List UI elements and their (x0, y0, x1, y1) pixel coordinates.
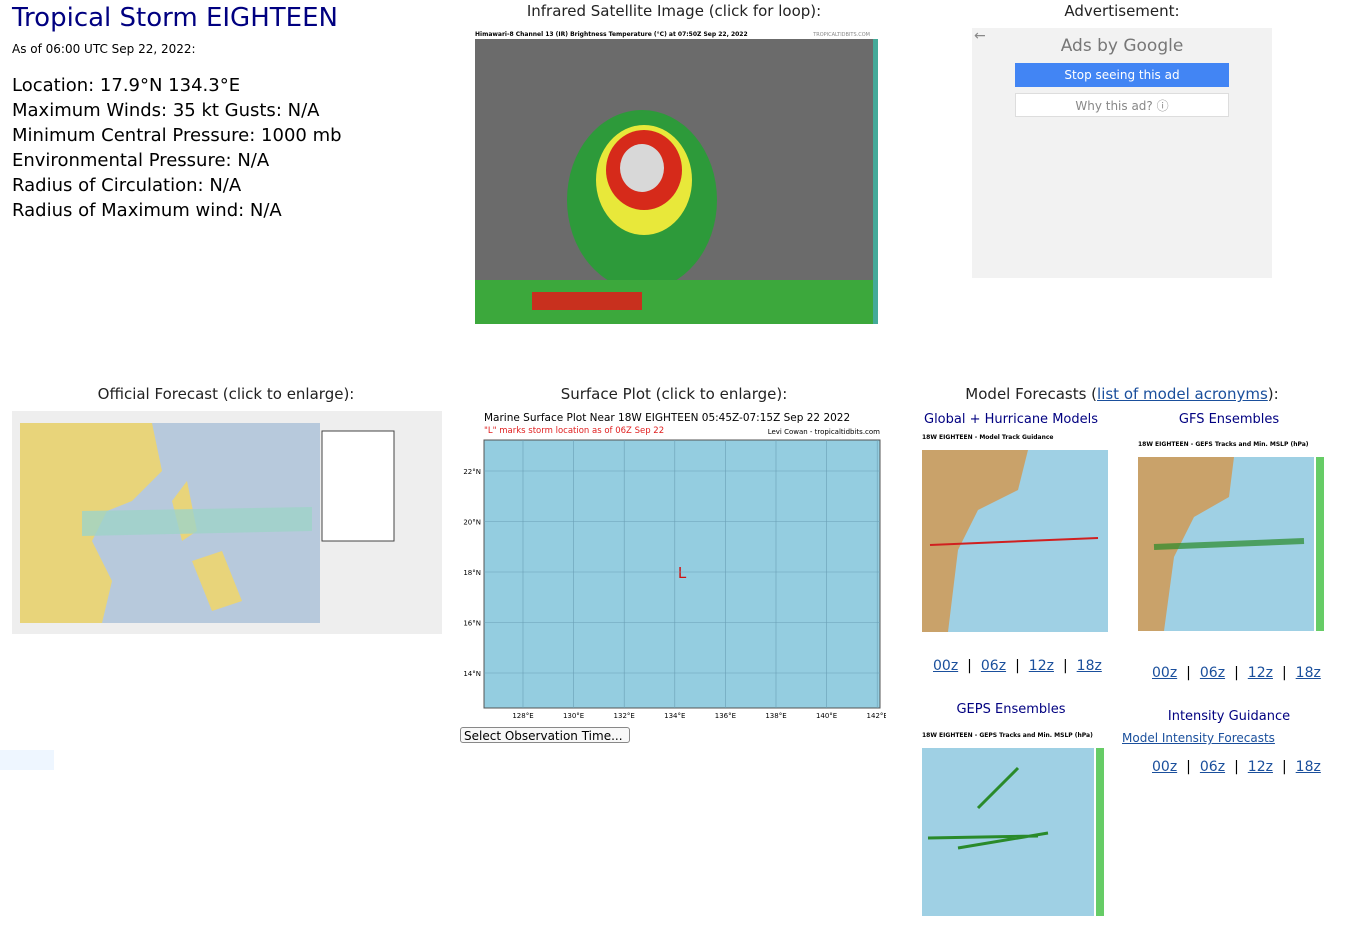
y-tick-label: 18°N (463, 569, 481, 577)
plot-note: "L" marks storm location as of 06Z Sep 2… (484, 426, 664, 436)
ad-back[interactable]: ← (974, 28, 986, 44)
separator: | (1234, 759, 1239, 775)
panel-heading: Intensity Guidance (1167, 709, 1291, 724)
y-tick-label: 16°N (463, 620, 481, 628)
run-link[interactable]: 18z (1076, 658, 1102, 674)
model-image[interactable]: 18W EIGHTEEN - Model Track Guidance (918, 430, 1111, 638)
image-title: Himawari-8 Channel 13 (IR) Brightness Te… (475, 31, 748, 38)
image-title: 18W EIGHTEEN - Model Track Guidance (922, 434, 1054, 441)
acronyms-link[interactable]: list of model acronyms (1097, 385, 1268, 403)
run-link[interactable]: 12z (1028, 658, 1054, 674)
section-heading: Infrared Satellite Image (click for loop… (526, 2, 822, 20)
x-tick-label: 136°E (715, 712, 736, 720)
panel-heading: Global + Hurricane Models (923, 412, 1099, 427)
x-tick-label: 134°E (664, 712, 685, 720)
satellite-image[interactable]: Himawari-8 Channel 13 (IR) Brightness Te… (472, 30, 882, 326)
separator: | (1281, 665, 1287, 681)
heading-text: Model Forecasts ( (965, 385, 1098, 403)
separator: | (1186, 759, 1191, 775)
run-links: 00z | 06z | 12z | 18z (1152, 662, 1321, 681)
side-widget (0, 750, 54, 770)
image-title: 18W EIGHTEEN - GEPS Tracks and Min. MSLP… (922, 732, 1093, 739)
separator: | (1062, 658, 1068, 674)
run-link[interactable]: 00z (1152, 665, 1178, 681)
intensity-link[interactable]: Model Intensity Forecasts (1122, 731, 1275, 745)
run-link[interactable]: 06z (1199, 665, 1226, 681)
run-link[interactable]: 06z (980, 658, 1007, 674)
run-link[interactable]: 12z (1247, 759, 1273, 775)
x-tick-label: 142°E (867, 712, 886, 720)
separator: | (1186, 665, 1191, 681)
model-image[interactable]: 18W EIGHTEEN - GEFS Tracks and Min. MSLP… (1134, 437, 1328, 633)
section-heading: Official Forecast (click to enlarge): (97, 385, 355, 403)
panel-heading: GFS Ensembles (1178, 412, 1280, 427)
run-link[interactable]: 00z (1152, 759, 1178, 775)
separator: | (967, 658, 972, 674)
section-heading: Surface Plot (click to enlarge): (560, 385, 788, 403)
surface-plot[interactable]: Marine Surface Plot Near 18W EIGHTEEN 05… (462, 410, 886, 722)
storm-title: Tropical Storm EIGHTEEN (12, 3, 338, 33)
x-tick-label: 130°E (563, 712, 584, 720)
panel-heading: GEPS Ensembles (956, 702, 1066, 717)
plot-credit: Levi Cowan - tropicaltidbits.com (768, 428, 880, 436)
storm-marker: L (678, 564, 687, 582)
y-tick-label: 20°N (463, 519, 481, 527)
info-line: Radius of Maximum wind: N/A (12, 200, 282, 221)
ad-box: ← Ads by Google Stop seeing this ad Why … (972, 28, 1272, 278)
run-links: 00z | 06z | 12z | 18z (1152, 756, 1321, 775)
separator: | (1015, 658, 1020, 674)
info-line: Location: 17.9°N 134.3°E (12, 75, 241, 96)
run-link[interactable]: 18z (1295, 665, 1321, 681)
stop-ad-button[interactable]: Stop seeing this ad (1015, 63, 1229, 87)
info-line: Minimum Central Pressure: 1000 mb (12, 125, 342, 146)
observation-select[interactable]: Select Observation Time... (460, 727, 630, 743)
x-tick-label: 138°E (765, 712, 786, 720)
why-ad-button[interactable]: Why this ad? ⓘ (1015, 93, 1229, 117)
x-tick-label: 140°E (816, 712, 837, 720)
info-line: Radius of Circulation: N/A (12, 175, 242, 196)
run-link[interactable]: 12z (1247, 665, 1273, 681)
x-tick-label: 132°E (614, 712, 635, 720)
official-forecast-image[interactable] (12, 411, 442, 634)
info-line: Maximum Winds: 35 kt Gusts: N/A (12, 100, 320, 121)
select-text: Select Observation Time... (464, 729, 623, 743)
separator: | (1234, 665, 1239, 681)
image-title: 18W EIGHTEEN - GEFS Tracks and Min. MSLP… (1138, 441, 1309, 448)
ads-by: Ads by Google (1060, 36, 1184, 56)
run-link[interactable]: 06z (1199, 759, 1226, 775)
separator: | (1281, 759, 1287, 775)
image-credit: TROPICALTIDBITS.COM (812, 32, 870, 38)
run-link[interactable]: 18z (1295, 759, 1321, 775)
plot-title: Marine Surface Plot Near 18W EIGHTEEN 05… (484, 412, 850, 424)
section-heading: Model Forecasts (list of model acronyms)… (965, 385, 1278, 403)
as-of: As of 06:00 UTC Sep 22, 2022: (12, 42, 196, 56)
x-tick-label: 128°E (512, 712, 533, 720)
heading-text: ): (1267, 385, 1279, 403)
y-tick-label: 14°N (463, 670, 481, 678)
info-line: Environmental Pressure: N/A (12, 150, 270, 171)
y-tick-label: 22°N (463, 468, 481, 476)
section-heading: Advertisement: (1064, 2, 1180, 20)
run-link[interactable]: 00z (933, 658, 959, 674)
run-links: 00z | 06z | 12z | 18z (933, 655, 1102, 674)
model-image[interactable]: 18W EIGHTEEN - GEPS Tracks and Min. MSLP… (918, 728, 1111, 920)
